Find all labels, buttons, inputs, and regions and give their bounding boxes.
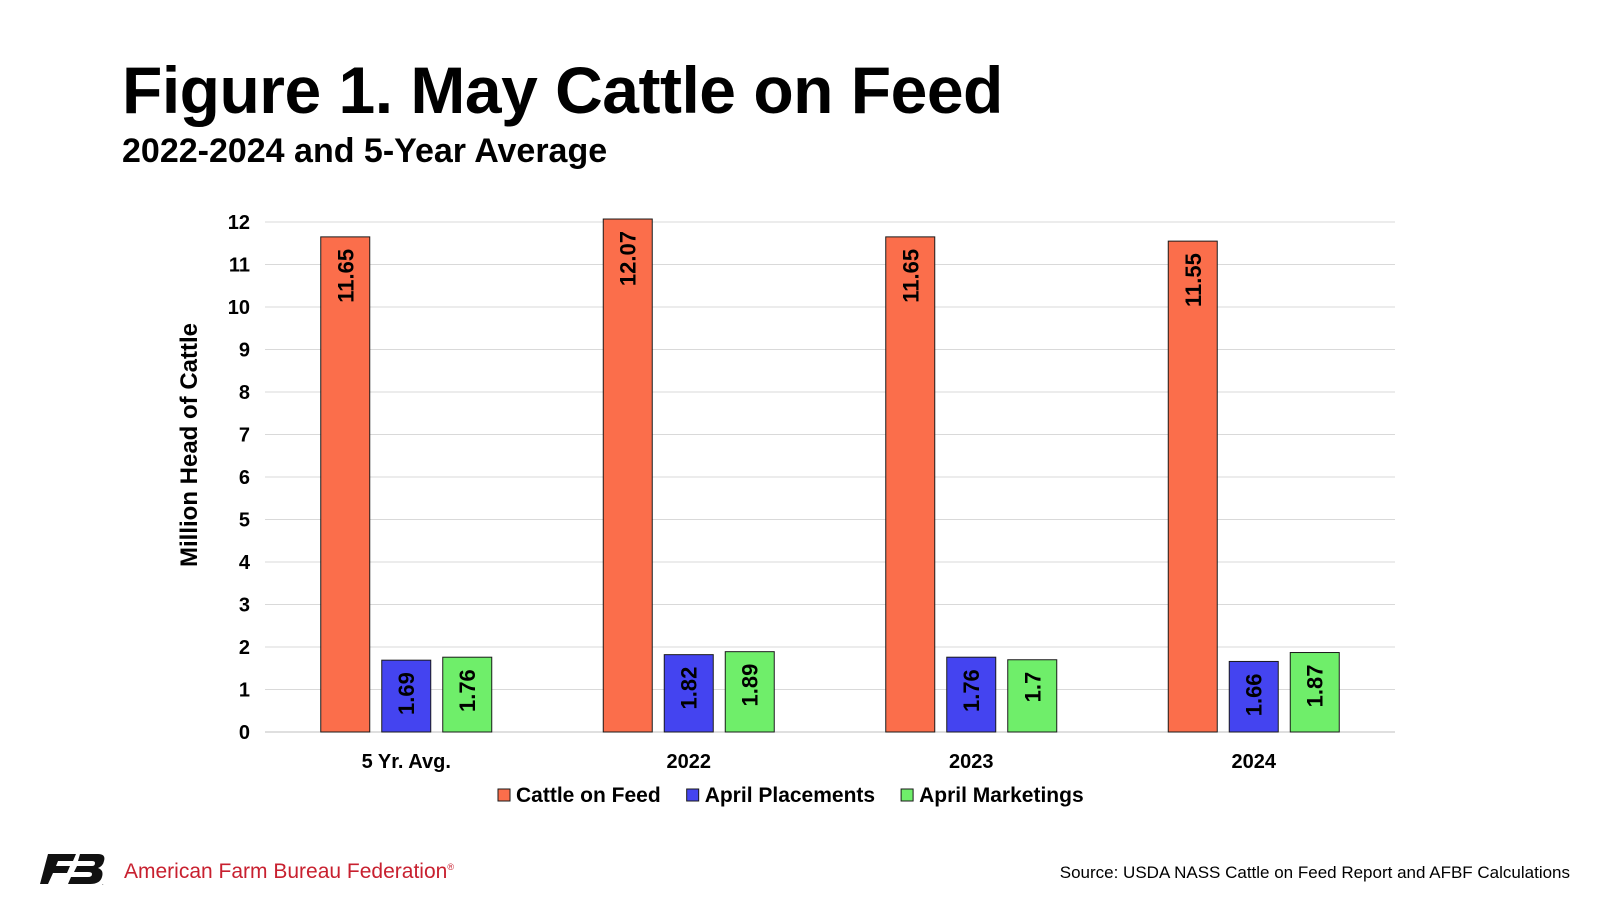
x-axis-category-labels: 5 Yr. Avg. 2022 2023 2024	[362, 751, 1277, 773]
legend: Cattle on Feed April Placements April Mark…	[497, 784, 1084, 807]
chart-subtitle: 2022-2024 and 5-Year Average	[122, 132, 608, 170]
organization-name-text: American Farm Bureau Federation	[124, 860, 448, 883]
legend-label: Cattle on Feed	[516, 784, 661, 807]
bar	[946, 656, 997, 733]
bar-data-label: 1.89	[738, 664, 763, 707]
legend-swatch	[497, 788, 511, 802]
bar	[1167, 240, 1218, 733]
registered-mark: ®	[447, 862, 454, 872]
x-category-label: 2024	[1232, 751, 1277, 773]
y-tick-label: 12	[228, 212, 250, 234]
y-tick-label: 7	[239, 425, 250, 447]
y-tick-label: 11	[229, 255, 250, 277]
y-tick-label: 4	[239, 552, 251, 574]
bar-data-label: 1.66	[1242, 673, 1267, 716]
bar	[724, 651, 775, 733]
bar-data-label: 1.69	[394, 672, 419, 715]
legend-swatch	[900, 788, 914, 802]
y-tick-label: 0	[239, 722, 250, 744]
bar	[1007, 659, 1058, 733]
y-tick-label: 10	[228, 297, 250, 319]
bar-data-label: 11.65	[333, 249, 358, 303]
bar-data-label: 1.82	[677, 667, 702, 710]
organization-name: American Farm Bureau Federation®	[124, 860, 454, 884]
afbf-logo-icon: .	[40, 854, 105, 886]
bar	[602, 218, 653, 733]
bar-data-labels: 11.65 1.69 1.76 12.07 1.82 1.89 11.65 1.76 1.7 11…	[333, 231, 1328, 716]
bars	[320, 218, 1340, 733]
legend-label: April Marketings	[919, 784, 1084, 807]
y-tick-label: 8	[239, 382, 250, 404]
y-tick-label: 9	[239, 340, 250, 362]
bar	[885, 236, 936, 733]
bar-data-label: 1.87	[1303, 665, 1328, 708]
legend-item: April Placements	[686, 784, 875, 807]
bar	[663, 654, 714, 733]
x-category-label: 2023	[949, 751, 994, 773]
chart-title: Figure 1. May Cattle on Feed	[122, 53, 1003, 127]
x-category-label: 2022	[667, 751, 712, 773]
bar	[442, 656, 493, 733]
source-note: Source: USDA NASS Cattle on Feed Report …	[1059, 863, 1570, 882]
y-tick-label: 5	[239, 510, 250, 532]
svg-text:.: .	[102, 881, 104, 886]
bar	[1228, 660, 1279, 733]
bar-data-label: 12.07	[616, 231, 641, 286]
legend-swatch	[686, 788, 700, 802]
bar-data-label: 1.76	[455, 669, 480, 712]
y-axis-title: Million Head of Cattle	[176, 323, 203, 567]
bar-data-label: 11.65	[898, 249, 923, 303]
bar-data-label: 1.76	[959, 669, 984, 712]
legend-item: Cattle on Feed	[497, 784, 661, 807]
y-tick-label: 6	[239, 467, 250, 489]
bar	[320, 236, 371, 733]
y-tick-label: 1	[239, 680, 250, 702]
legend-item: April Marketings	[900, 784, 1084, 807]
bar-data-label: 1.7	[1020, 672, 1045, 703]
bar	[1289, 652, 1340, 733]
y-tick-label: 2	[239, 637, 250, 659]
x-category-label: 5 Yr. Avg.	[362, 751, 451, 773]
y-tick-label: 3	[239, 595, 250, 617]
bar-data-label: 11.55	[1181, 253, 1206, 307]
grid-lines	[265, 221, 1395, 733]
legend-label: April Placements	[705, 784, 875, 807]
bar	[381, 659, 432, 733]
